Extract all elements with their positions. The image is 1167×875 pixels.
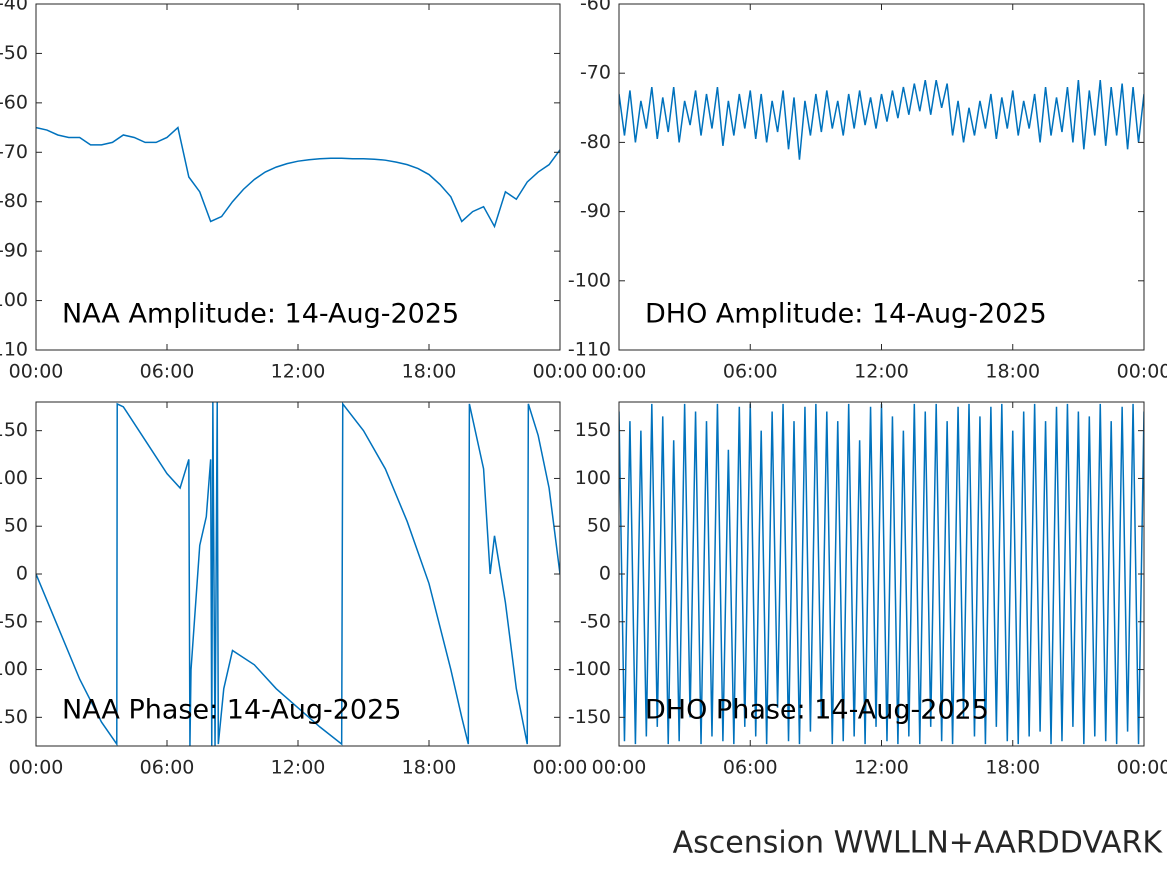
- y-tick-label: -80: [0, 190, 28, 212]
- x-tick-label: 18:00: [985, 757, 1040, 779]
- annotation: DHO Phase: 14-Aug-2025: [645, 695, 989, 726]
- y-tick-label: -70: [0, 141, 28, 163]
- x-tick-label: 18:00: [402, 361, 457, 383]
- x-tick-label: 00:00: [9, 757, 64, 779]
- y-tick-label: -50: [580, 610, 611, 632]
- y-tick-label: -90: [580, 200, 611, 222]
- subplot: -150 -100 -50 0 50 100 150 00:00 06:00 12:00 18:00…: [568, 401, 1167, 779]
- y-tick-label: -90: [0, 240, 28, 262]
- data-line: [36, 402, 560, 746]
- y-tick-label: -100: [0, 289, 28, 311]
- y-tick-label: -80: [580, 131, 611, 153]
- x-tick-label: 18:00: [402, 757, 457, 779]
- x-tick-label: 00:00: [533, 361, 588, 383]
- x-tick-label: 12:00: [271, 361, 326, 383]
- y-tick-label: -70: [580, 62, 611, 84]
- data-line: [619, 79, 1144, 160]
- annotation: NAA Amplitude: 14-Aug-2025: [62, 299, 459, 330]
- data-line: [619, 403, 1144, 745]
- y-tick-label: -40: [0, 0, 28, 15]
- y-tick-label: -50: [0, 42, 28, 64]
- footer-text: Ascension WWLLN+AARDDVARK: [673, 826, 1164, 861]
- y-tick-label: 100: [575, 467, 611, 489]
- x-tick-label: 06:00: [723, 757, 778, 779]
- y-tick-label: -110: [568, 339, 611, 361]
- y-tick-label: 50: [4, 515, 28, 537]
- y-tick-label: -150: [0, 706, 28, 728]
- y-tick-label: -60: [580, 0, 611, 15]
- x-tick-label: 00:00: [9, 361, 64, 383]
- y-tick-label: 150: [575, 419, 611, 441]
- y-tick-label: 0: [16, 563, 28, 585]
- x-tick-label: 00:00: [533, 757, 588, 779]
- x-tick-label: 00:00: [592, 757, 647, 779]
- subplot: -110 -100 -90 -80 -70 -60 00:00 06:00 12:00 18:00…: [568, 0, 1167, 383]
- x-tick-label: 06:00: [723, 361, 778, 383]
- annotation: DHO Amplitude: 14-Aug-2025: [645, 299, 1047, 330]
- y-tick-label: 100: [0, 467, 28, 489]
- y-tick-label: 50: [587, 515, 611, 537]
- x-tick-label: 18:00: [985, 361, 1040, 383]
- x-tick-label: 06:00: [140, 361, 195, 383]
- x-tick-label: 12:00: [271, 757, 326, 779]
- data-line: [36, 126, 560, 229]
- x-tick-label: 00:00: [1117, 361, 1167, 383]
- y-tick-label: -50: [0, 610, 28, 632]
- y-tick-label: -100: [0, 658, 28, 680]
- annotation: NAA Phase: 14-Aug-2025: [62, 695, 401, 726]
- y-tick-label: -110: [0, 339, 28, 361]
- y-tick-label: 0: [599, 563, 611, 585]
- subplot: -110 -100 -90 -80 -70 -60 -50 -40 00:00 06:00 12:0…: [0, 0, 587, 383]
- y-tick-label: 150: [0, 419, 28, 441]
- x-tick-label: 00:00: [592, 361, 647, 383]
- x-tick-label: 12:00: [854, 757, 909, 779]
- x-tick-label: 12:00: [854, 361, 909, 383]
- x-tick-label: 00:00: [1117, 757, 1167, 779]
- y-tick-label: -60: [0, 91, 28, 113]
- y-tick-label: -150: [568, 706, 611, 728]
- subplot: -150 -100 -50 0 50 100 150 00:00 06:00 12:00 18:00…: [0, 401, 588, 779]
- x-tick-label: 06:00: [140, 757, 195, 779]
- y-tick-label: -100: [568, 269, 611, 291]
- y-tick-label: -100: [568, 658, 611, 680]
